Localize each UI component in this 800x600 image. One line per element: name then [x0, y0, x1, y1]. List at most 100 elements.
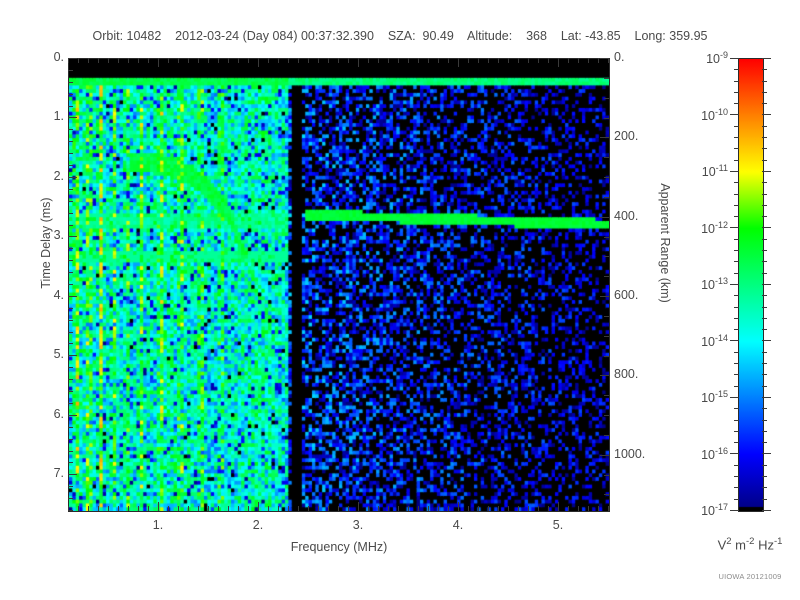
axis-tick [762, 239, 767, 240]
axis-tick [288, 506, 289, 511]
axis-tick [438, 58, 439, 63]
axis-tick [730, 510, 739, 511]
axis-tick [598, 506, 599, 511]
axis-tick [734, 69, 739, 70]
axis-tick [68, 153, 73, 154]
axis-tick [762, 137, 767, 138]
axis-tick [258, 502, 259, 511]
axis-tick [762, 216, 767, 217]
axis-tick [368, 506, 369, 511]
axis-tick [730, 171, 739, 172]
axis-tick [68, 367, 73, 368]
axis-tick [98, 506, 99, 511]
axis-tick [68, 82, 73, 83]
axis-tick [478, 58, 479, 63]
axis-tick [518, 506, 519, 511]
axis-tick [168, 506, 169, 511]
axis-tick [548, 506, 549, 511]
axis-tick [68, 486, 73, 487]
axis-tick [68, 474, 77, 475]
axis-tick [68, 213, 73, 214]
axis-tick [248, 506, 249, 511]
axis-tick [734, 126, 739, 127]
axis-tick [338, 506, 339, 511]
colorbar-tick-label: 10-13 [701, 276, 728, 293]
axis-tick [68, 391, 73, 392]
axis-tick [734, 386, 739, 387]
axis-tick [762, 408, 767, 409]
axis-tick [604, 395, 609, 396]
axis-tick [158, 502, 159, 511]
axis-tick [68, 248, 73, 249]
axis-tick [600, 375, 609, 376]
axis-tick [348, 506, 349, 511]
axis-tick [762, 431, 767, 432]
y-left-tick-label: 4. [53, 288, 64, 302]
axis-tick [734, 420, 739, 421]
axis-tick [604, 276, 609, 277]
axis-tick [604, 197, 609, 198]
axis-tick [538, 58, 539, 63]
axis-tick [238, 506, 239, 511]
x-tick-label: 1. [152, 518, 164, 532]
y-left-tick-label: 3. [53, 228, 64, 242]
axis-tick [762, 487, 767, 488]
colorbar-tick-label: 10-9 [706, 50, 728, 67]
axis-tick [68, 165, 73, 166]
axis-tick [198, 58, 199, 63]
axis-tick [108, 506, 109, 511]
axis-tick [734, 374, 739, 375]
axis-tick [734, 476, 739, 477]
axis-tick [148, 506, 149, 511]
axis-tick [68, 296, 77, 297]
axis-tick [328, 506, 329, 511]
axis-tick [258, 58, 259, 67]
axis-tick [68, 462, 73, 463]
axis-tick [762, 273, 767, 274]
axis-tick [734, 137, 739, 138]
axis-tick [734, 250, 739, 251]
axis-tick [734, 160, 739, 161]
axis-tick [762, 126, 767, 127]
axis-tick [458, 58, 459, 67]
axis-tick [762, 250, 767, 251]
axis-tick [762, 340, 771, 341]
axis-tick [118, 58, 119, 63]
axis-tick [762, 363, 767, 364]
axis-tick [734, 295, 739, 296]
axis-tick [604, 356, 609, 357]
axis-tick [762, 58, 771, 59]
axis-tick [78, 506, 79, 511]
axis-tick [188, 506, 189, 511]
colorbar-tick-label: 10-11 [701, 163, 728, 180]
axis-tick [178, 58, 179, 63]
axis-tick [228, 58, 229, 63]
axis-tick [408, 58, 409, 63]
axis-tick [358, 502, 359, 511]
ionogram-heatmap-canvas [69, 59, 609, 511]
axis-tick [298, 58, 299, 63]
axis-tick [98, 58, 99, 63]
colorbar-tick-label: 10-16 [701, 446, 728, 463]
axis-tick [438, 506, 439, 511]
axis-tick [734, 363, 739, 364]
axis-tick [68, 58, 69, 63]
axis-tick [762, 386, 767, 387]
axis-tick [68, 320, 73, 321]
axis-tick [762, 442, 767, 443]
axis-tick [218, 58, 219, 63]
axis-tick [600, 296, 609, 297]
axis-tick [68, 332, 73, 333]
axis-tick [734, 216, 739, 217]
axis-tick [730, 227, 739, 228]
axis-tick [448, 58, 449, 63]
axis-tick [600, 137, 609, 138]
axis-tick [88, 506, 89, 511]
axis-tick [68, 284, 73, 285]
axis-tick [398, 506, 399, 511]
colorbar-tick-label: 10-10 [701, 107, 728, 124]
axis-tick [458, 502, 459, 511]
axis-tick [538, 506, 539, 511]
axis-tick [730, 397, 739, 398]
axis-tick [208, 506, 209, 511]
